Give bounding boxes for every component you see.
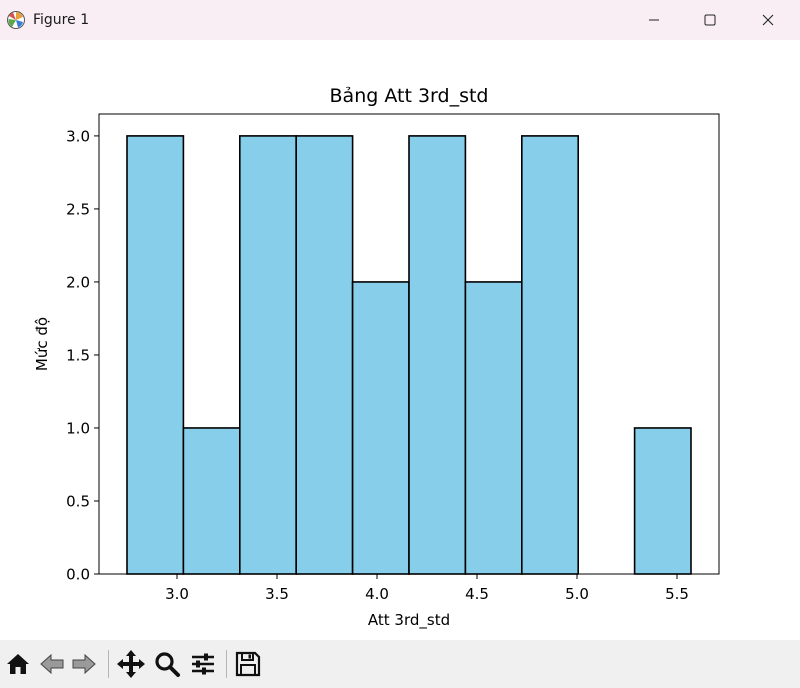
home-button[interactable] (2, 648, 34, 680)
forward-button[interactable] (68, 648, 100, 680)
x-tick-label: 4.5 (465, 585, 489, 603)
x-tick-label: 5.5 (665, 585, 689, 603)
close-button[interactable] (740, 0, 796, 40)
zoom-button[interactable] (151, 648, 183, 680)
histogram-bar (126, 135, 185, 575)
configure-subplots-icon (192, 653, 214, 675)
minimize-button[interactable] (626, 0, 682, 40)
toolbar-separator (226, 650, 227, 678)
y-tick-label: 0.5 (66, 492, 90, 510)
histogram-bar (351, 281, 410, 575)
histogram-bar (633, 427, 692, 575)
minimize-icon (649, 19, 659, 21)
x-tick-label: 4.0 (365, 585, 389, 603)
chart-title: Bảng Att 3rd_std (330, 85, 489, 107)
window-title: Figure 1 (33, 12, 90, 28)
navigation-toolbar (0, 640, 800, 688)
close-icon (762, 14, 774, 26)
histogram-chart: 3.0 3.5 4.0 4.5 5.0 5.5 0.0 0.5 1.0 1.5 2.0 2.5 3.0 B… (33, 85, 720, 630)
x-tick-label: 5.0 (565, 585, 589, 603)
pan-button[interactable] (115, 648, 147, 680)
y-axis-label: Mức độ (33, 317, 51, 371)
axes-frame (98, 113, 720, 575)
histogram-bar (520, 135, 579, 575)
y-tick-label: 2.5 (66, 200, 90, 218)
y-tick-label: 1.0 (66, 419, 90, 437)
forward-arrow-icon (72, 653, 96, 675)
histogram-bar (239, 135, 298, 575)
x-tick-label: 3.0 (165, 585, 189, 603)
y-tick-label: 1.5 (66, 346, 90, 364)
configure-subplots-button[interactable] (187, 648, 219, 680)
save-icon (235, 651, 261, 677)
home-icon (7, 654, 29, 674)
y-tick-label: 0.0 (66, 566, 90, 584)
window-titlebar: Figure 1 (0, 0, 800, 40)
maximize-icon (704, 14, 716, 26)
matplotlib-icon (7, 11, 25, 29)
y-tick-label: 3.0 (66, 127, 90, 145)
back-arrow-icon (40, 653, 64, 675)
histogram-bar (408, 135, 467, 575)
y-tick-label: 2.0 (66, 273, 90, 291)
zoom-magnifier-icon (155, 652, 180, 677)
x-axis-label: Att 3rd_std (368, 611, 450, 630)
figure-canvas: 3.0 3.5 4.0 4.5 5.0 5.5 0.0 0.5 1.0 1.5 2.0 2.5 3.0 B… (0, 40, 800, 640)
histogram-bar (464, 281, 523, 575)
back-button[interactable] (36, 648, 68, 680)
x-tick-label: 3.5 (265, 585, 289, 603)
save-button[interactable] (232, 648, 264, 680)
histogram-bar (182, 427, 241, 575)
pan-move-icon (117, 650, 145, 678)
toolbar-separator (108, 650, 109, 678)
maximize-button[interactable] (682, 0, 738, 40)
histogram-bar (295, 135, 354, 575)
